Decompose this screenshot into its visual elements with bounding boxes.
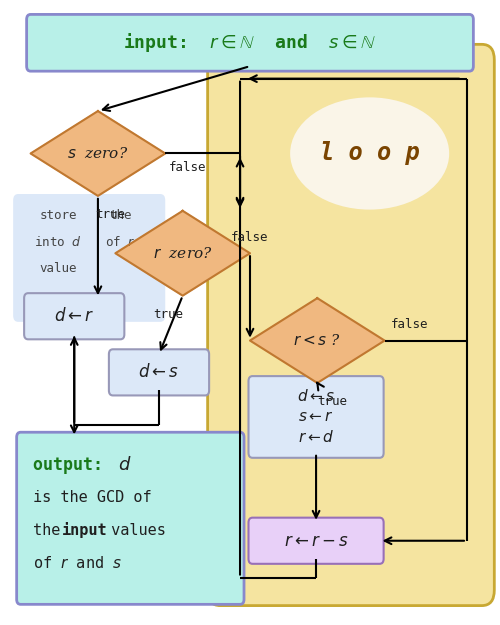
Text: true: true — [152, 308, 182, 321]
FancyBboxPatch shape — [109, 349, 209, 396]
Text: true: true — [318, 395, 348, 408]
Text: false: false — [231, 231, 269, 244]
Text: $d \leftarrow r$: $d \leftarrow r$ — [54, 308, 94, 325]
Text: $r$  zero?: $r$ zero? — [153, 246, 212, 261]
Text: into $d$: into $d$ — [34, 235, 82, 249]
Text: is the GCD of: is the GCD of — [33, 490, 152, 505]
FancyBboxPatch shape — [26, 14, 473, 71]
Text: $s \leftarrow r$: $s \leftarrow r$ — [298, 409, 334, 424]
Text: the: the — [33, 522, 70, 538]
Text: the: the — [109, 209, 132, 222]
FancyBboxPatch shape — [16, 432, 244, 604]
Text: $d$: $d$ — [118, 456, 132, 474]
Text: $s$  zero?: $s$ zero? — [67, 146, 128, 161]
Text: input: input — [62, 522, 108, 538]
FancyBboxPatch shape — [208, 44, 495, 606]
Text: $r \leftarrow r - s$: $r \leftarrow r - s$ — [284, 532, 348, 550]
Polygon shape — [116, 211, 250, 296]
Text: input:  $r \in \mathbb{N}$  and  $s \in \mathbb{N}$: input: $r \in \mathbb{N}$ and $s \in \ma… — [124, 31, 376, 54]
Text: $d \leftarrow s$: $d \leftarrow s$ — [297, 389, 335, 404]
Text: l o o p: l o o p — [320, 141, 420, 166]
Text: false: false — [169, 161, 206, 174]
Text: false: false — [391, 319, 428, 331]
FancyBboxPatch shape — [13, 194, 165, 322]
Text: store: store — [39, 209, 76, 222]
Ellipse shape — [290, 98, 449, 209]
FancyBboxPatch shape — [248, 518, 384, 564]
Text: $r < s$ ?: $r < s$ ? — [294, 333, 342, 348]
Text: true: true — [96, 208, 126, 221]
Polygon shape — [250, 298, 384, 383]
FancyBboxPatch shape — [24, 293, 124, 339]
FancyBboxPatch shape — [248, 376, 384, 458]
Text: values: values — [102, 522, 166, 538]
Text: output:: output: — [33, 456, 113, 474]
Polygon shape — [30, 111, 165, 196]
Text: $r \leftarrow d$: $r \leftarrow d$ — [298, 429, 335, 446]
Text: of $r$ and $s$: of $r$ and $s$ — [33, 554, 122, 571]
Text: of $r$: of $r$ — [106, 235, 136, 249]
Text: value: value — [39, 262, 76, 275]
Text: $d \leftarrow s$: $d \leftarrow s$ — [138, 363, 179, 381]
